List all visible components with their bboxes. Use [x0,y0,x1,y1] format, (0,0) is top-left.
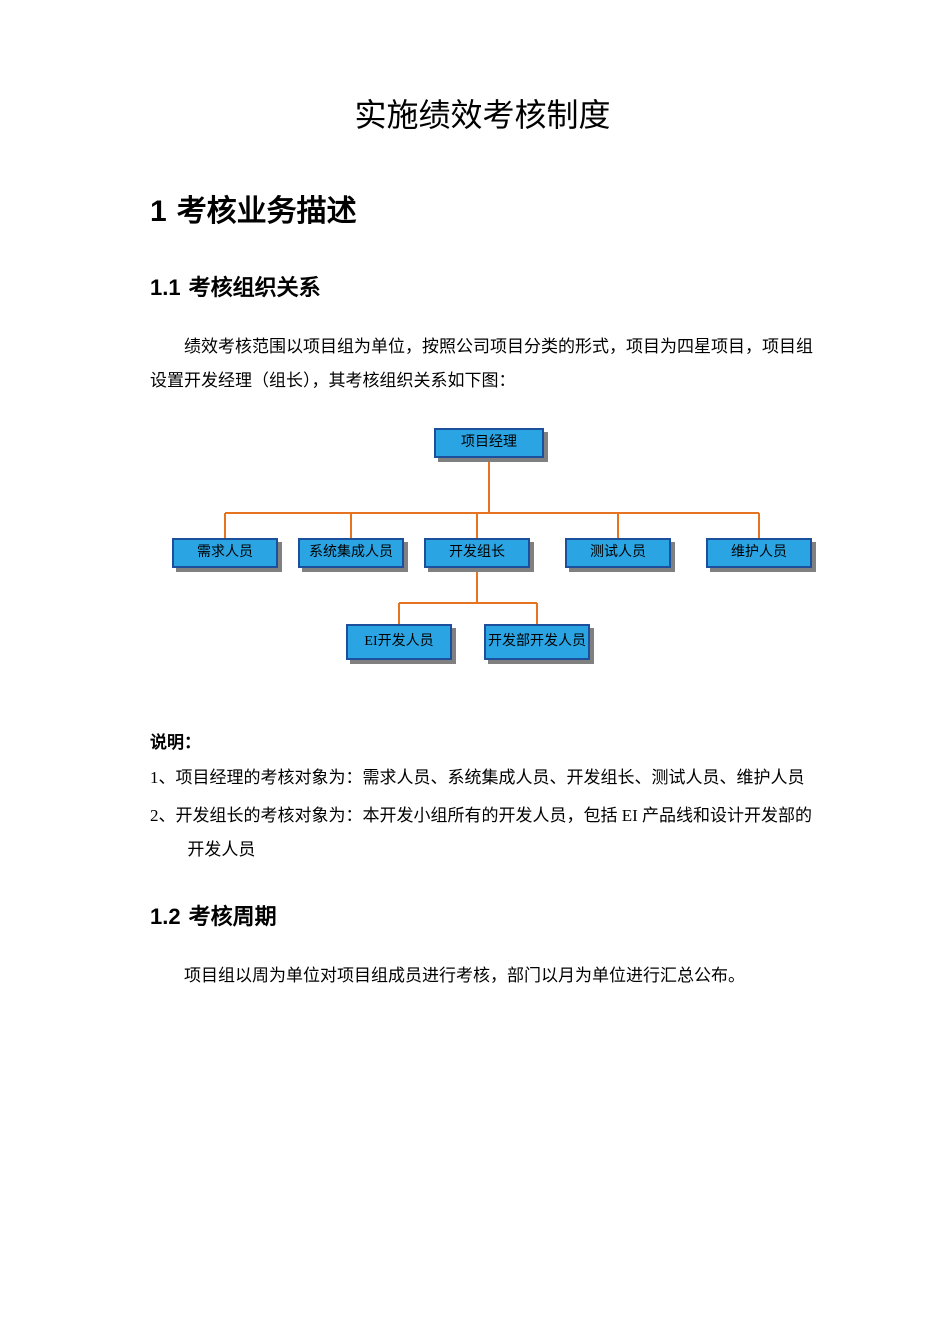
org-chart: 项目经理需求人员系统集成人员开发组长 测试人员 维护人员 EI开发人员开发部开发人员 [150,428,830,708]
heading-1: 1 考核业务描述 [150,186,815,230]
list-marker-1: 1、 [150,768,176,787]
org-node-root: 项目经理 [434,428,544,458]
org-node-l2a: 需求人员 [172,538,278,568]
list-text-2: 开发组长的考核对象为：本开发小组所有的开发人员，包括 EI 产品线和设计开发部的… [176,806,813,859]
heading-1-2-number: 1.2 [150,904,181,929]
explanation-label: 说明： [150,728,815,753]
paragraph-cycle: 项目组以周为单位对项目组成员进行考核，部门以月为单位进行汇总公布。 [150,959,815,993]
list-item-1: 1、项目经理的考核对象为：需求人员、系统集成人员、开发组长、测试人员、维护人员 [150,761,815,795]
list-item-2: 2、开发组长的考核对象为：本开发小组所有的开发人员，包括 EI 产品线和设计开发… [150,799,815,867]
heading-1-text: 考核业务描述 [177,195,357,228]
org-node-l2d: 测试人员 [565,538,671,568]
heading-1-1-number: 1.1 [150,275,181,300]
org-node-l3a: EI开发人员 [346,624,452,660]
list-marker-2: 2、 [150,806,176,825]
heading-1-number: 1 [150,195,167,228]
heading-1-1-text: 考核组织关系 [189,275,321,300]
paragraph-intro: 绩效考核范围以项目组为单位，按照公司项目分类的形式，项目为四星项目，项目组设置开… [150,330,815,398]
org-node-l2b: 系统集成人员 [298,538,404,568]
heading-1-1: 1.1 考核组织关系 [150,270,815,302]
heading-1-2-text: 考核周期 [189,904,277,929]
org-node-l2c: 开发组长 [424,538,530,568]
org-node-l3b: 开发部开发人员 [484,624,590,660]
list-text-1: 项目经理的考核对象为：需求人员、系统集成人员、开发组长、测试人员、维护人员 [176,768,805,787]
org-node-l2e: 维护人员 [706,538,812,568]
document-page: 实施绩效考核制度 1 考核业务描述 1.1 考核组织关系 绩效考核范围以项目组为单位… [0,0,945,1061]
document-title: 实施绩效考核制度 [150,90,815,136]
heading-1-2: 1.2 考核周期 [150,899,815,931]
